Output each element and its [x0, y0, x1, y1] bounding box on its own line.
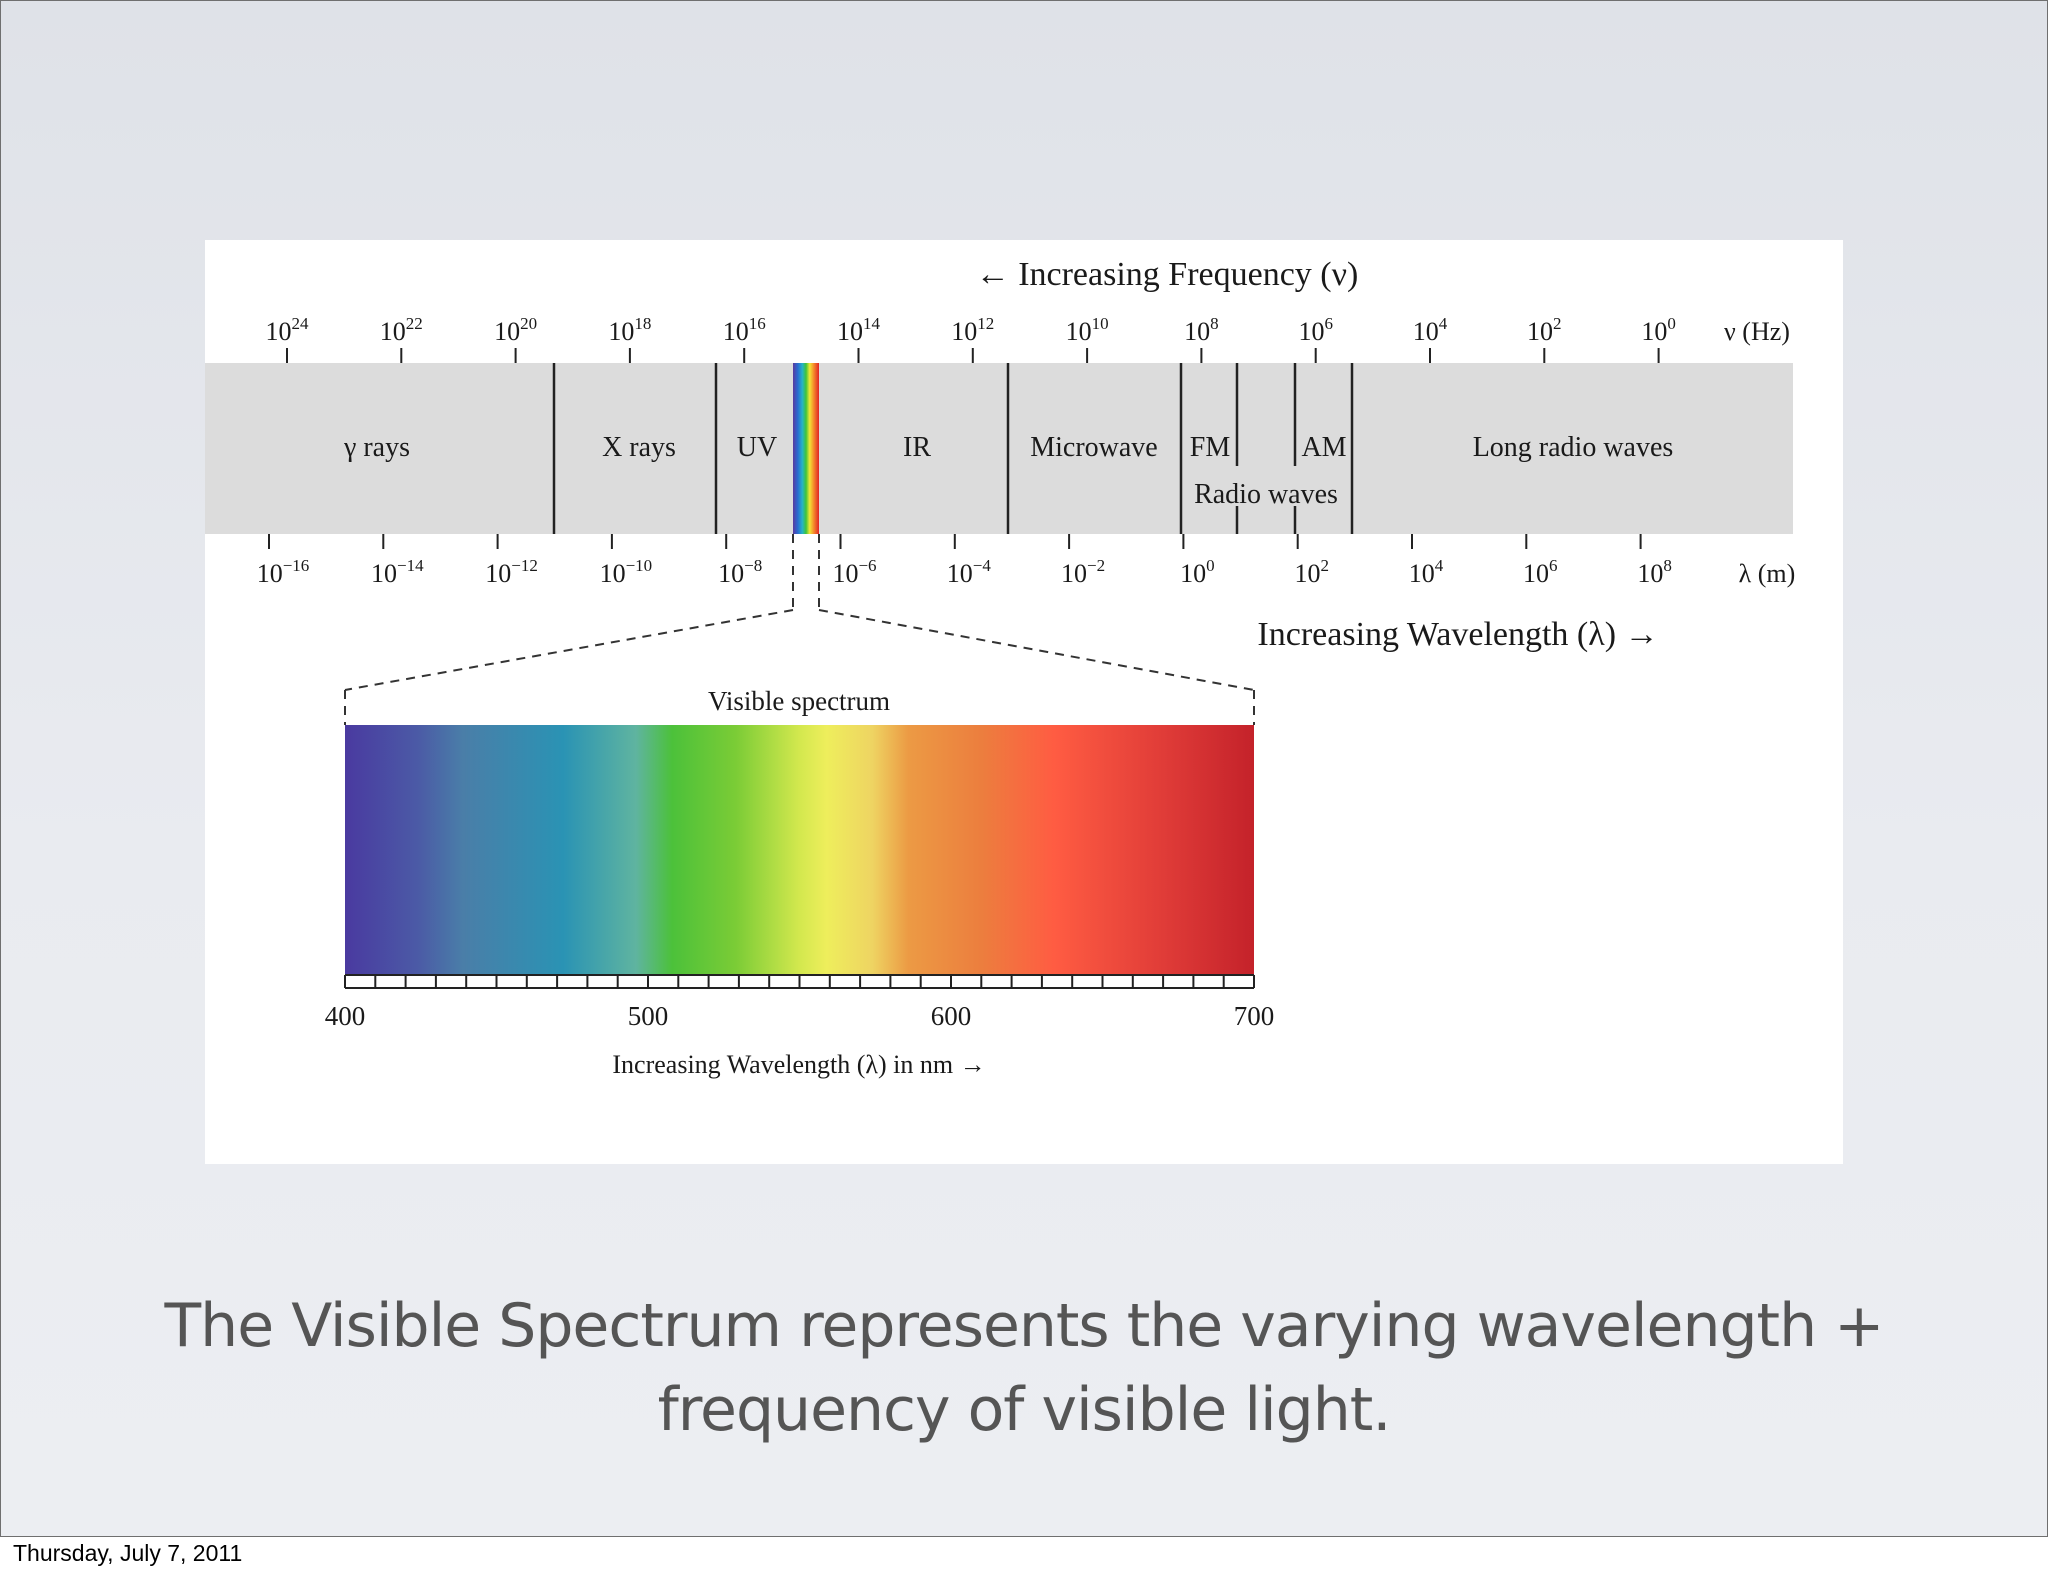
wavelength-tick-label: 10−6 [832, 556, 876, 588]
caption-line-2: frequency of visible light. [657, 1375, 1392, 1445]
band-label-xray: X rays [602, 432, 676, 463]
band-label-long-radio: Long radio waves [1473, 432, 1674, 463]
wavelength-tick-label: 102 [1294, 556, 1329, 588]
band-label-fm: FM [1190, 432, 1231, 463]
frequency-tick-label: 100 [1641, 314, 1676, 346]
wavelength-tick-label: 10−4 [947, 556, 992, 588]
frequency-tick-label: 1016 [723, 314, 766, 346]
frequency-tick-label: 1012 [951, 314, 994, 346]
visible-xlabel: Increasing Wavelength (λ) in nm → [612, 1050, 985, 1079]
band-label-am: AM [1301, 432, 1346, 463]
frequency-tick-label: 1020 [494, 314, 537, 346]
frequency-tick-label: 102 [1527, 314, 1562, 346]
caption-line-1: The Visible Spectrum represents the vary… [164, 1291, 1885, 1361]
band-label-microwave: Microwave [1030, 432, 1158, 463]
frequency-tick-label: 1024 [266, 314, 310, 346]
frequency-tick-label: 1010 [1066, 314, 1109, 346]
slide-caption: The Visible Spectrum represents the vary… [1, 1284, 2047, 1452]
wavelength-unit-label: λ (m) [1739, 559, 1796, 588]
spectrum-diagram: ← Increasing Frequency (ν) 1024 1022 1020 1… [205, 256, 1796, 1079]
wavelength-axis-title: Increasing Wavelength (λ) → [1257, 616, 1658, 653]
frequency-axis-title: ← Increasing Frequency (ν) [976, 256, 1359, 293]
visible-spectrum-title: Visible spectrum [708, 686, 890, 716]
wavelength-tick-label: 106 [1523, 556, 1558, 588]
wavelength-tick-label: 108 [1637, 556, 1672, 588]
slide: ← Increasing Frequency (ν) 1024 1022 1020 1… [0, 0, 2048, 1537]
wavelength-tick-label: 10−14 [371, 556, 424, 588]
wavelength-tick-label: 10−8 [718, 556, 762, 588]
nm-ruler: 400 500 600 700 [325, 974, 1275, 1031]
zoom-guides [344, 534, 1255, 725]
frequency-tick-label: 106 [1298, 314, 1333, 346]
frequency-tick-label: 104 [1413, 314, 1448, 346]
band-strip [205, 363, 1793, 534]
frequency-tick-label: 1018 [608, 314, 651, 346]
footer-date: Thursday, July 7, 2011 [13, 1540, 243, 1566]
nm-tick-label: 500 [628, 1001, 669, 1031]
visible-band-strip [793, 363, 819, 534]
wavelength-tick-label: 10−10 [600, 556, 653, 588]
nm-tick-label: 700 [1234, 1001, 1275, 1031]
visible-spectrum-bar [345, 725, 1254, 975]
frequency-tick-label: 1022 [380, 314, 423, 346]
band-label-radio: Radio waves [1194, 479, 1338, 510]
band-label-uv: UV [737, 432, 777, 463]
band-label-ir: IR [903, 432, 931, 463]
wavelength-tick-label: 104 [1409, 556, 1444, 588]
spectrum-figure: ← Increasing Frequency (ν) 1024 1022 1020 1… [205, 240, 1843, 1164]
frequency-ticks: 1024 1022 1020 1018 1016 1014 1012 1010 108 106 10… [266, 314, 1676, 363]
frequency-unit-label: ν (Hz) [1724, 317, 1790, 346]
band-label-gamma: γ rays [343, 432, 410, 463]
wavelength-tick-label: 100 [1180, 556, 1215, 588]
wavelength-tick-label: 10−2 [1061, 556, 1105, 588]
frequency-tick-label: 108 [1184, 314, 1219, 346]
wavelength-tick-label: 10−16 [257, 556, 310, 588]
nm-tick-label: 400 [325, 1001, 366, 1031]
frequency-tick-label: 1014 [837, 314, 881, 346]
nm-tick-label: 600 [931, 1001, 972, 1031]
wavelength-ticks: 10−16 10−14 10−12 10−10 10−8 10−6 10−4 10−2 100 1… [257, 534, 1672, 588]
wavelength-tick-label: 10−12 [485, 556, 538, 588]
